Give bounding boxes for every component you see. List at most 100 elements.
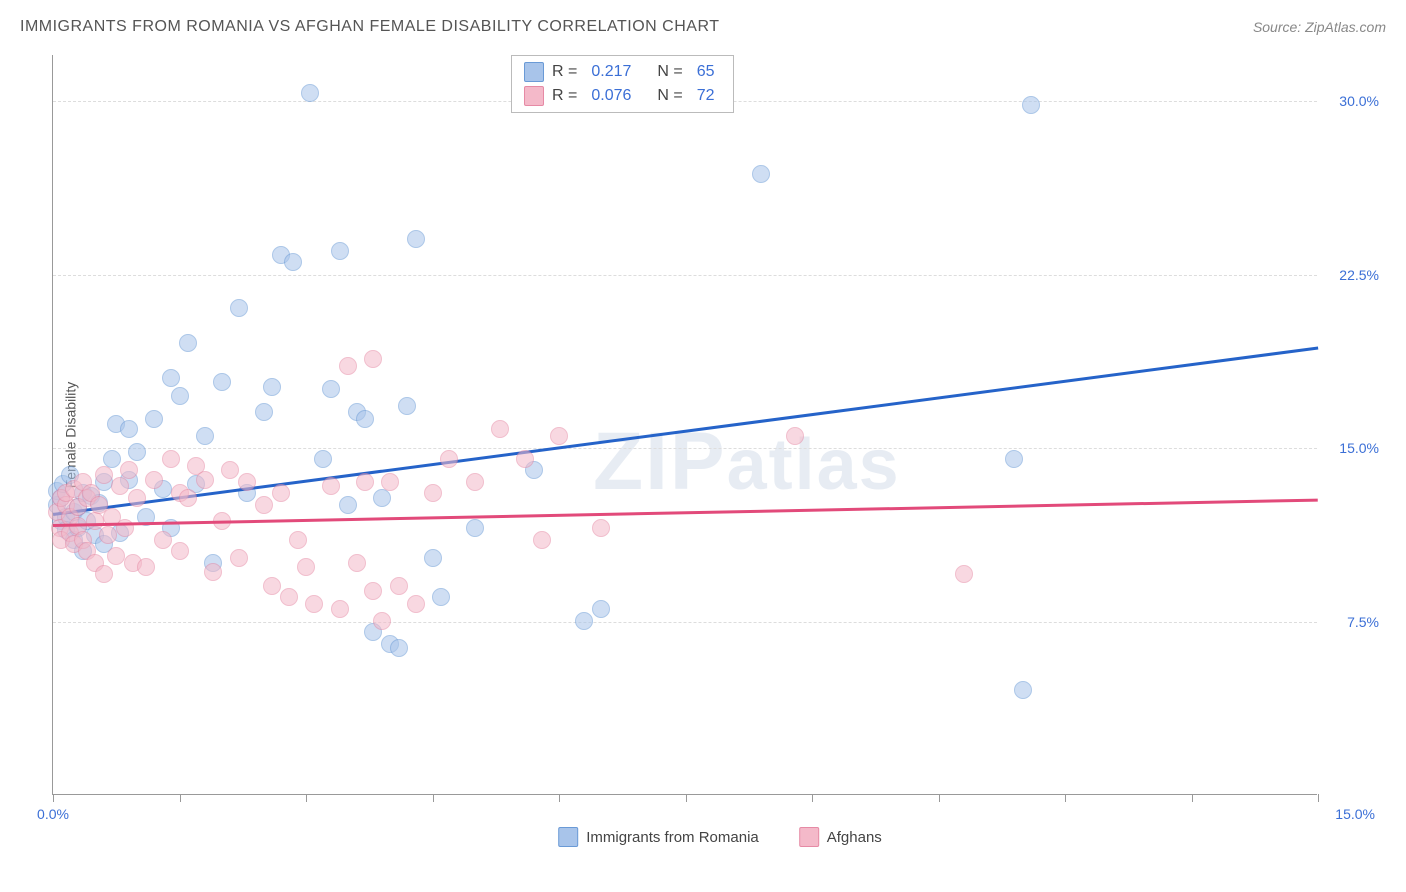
data-point [466,519,484,537]
n-label: N = [657,87,682,105]
data-point [137,558,155,576]
data-point [162,450,180,468]
chart-header: IMMIGRANTS FROM ROMANIA VS AFGHAN FEMALE… [20,18,1386,36]
data-point [128,489,146,507]
data-point [280,588,298,606]
data-point [213,373,231,391]
data-point [491,420,509,438]
stats-legend-row: R =0.076N =72 [524,84,721,108]
chart-title: IMMIGRANTS FROM ROMANIA VS AFGHAN FEMALE… [20,18,719,36]
data-point [128,443,146,461]
gridline-h [53,622,1317,623]
data-point [99,526,117,544]
r-label: R = [552,63,577,81]
data-point [272,484,290,502]
x-tick [1192,794,1193,802]
gridline-h [53,448,1317,449]
data-point [424,549,442,567]
data-point [322,477,340,495]
data-point [533,531,551,549]
data-point [1022,96,1040,114]
data-point [145,410,163,428]
data-point [255,496,273,514]
data-point [314,450,332,468]
data-point [592,519,610,537]
data-point [752,165,770,183]
data-point [154,531,172,549]
data-point [1014,681,1032,699]
data-point [339,357,357,375]
legend-label: Immigrants from Romania [586,829,759,846]
data-point [196,427,214,445]
data-point [297,558,315,576]
data-point [955,565,973,583]
legend-swatch [799,827,819,847]
data-point [322,380,340,398]
data-point [95,466,113,484]
gridline-h [53,275,1317,276]
x-tick [433,794,434,802]
data-point [424,484,442,502]
data-point [204,563,222,581]
data-point [221,461,239,479]
data-point [179,489,197,507]
legend-item: Afghans [799,827,882,847]
legend-swatch [524,86,544,106]
n-label: N = [657,63,682,81]
legend-swatch [558,827,578,847]
stats-legend: R =0.217N =65R =0.076N =72 [511,55,734,113]
data-point [592,600,610,618]
x-tick [939,794,940,802]
source-attribution: Source: ZipAtlas.com [1253,19,1386,35]
x-tick-label: 15.0% [1335,806,1375,822]
bottom-legend: Immigrants from Romania Afghans [558,827,882,847]
data-point [171,542,189,560]
data-point [145,471,163,489]
legend-item: Immigrants from Romania [558,827,759,847]
data-point [373,489,391,507]
data-point [230,549,248,567]
trend-line [53,499,1318,527]
data-point [107,547,125,565]
data-point [398,397,416,415]
y-tick-label: 15.0% [1339,440,1379,456]
legend-swatch [524,62,544,82]
data-point [263,577,281,595]
y-tick-label: 7.5% [1347,614,1379,630]
r-label: R = [552,87,577,105]
data-point [575,612,593,630]
data-point [364,350,382,368]
n-value: 72 [697,87,715,105]
r-value: 0.217 [591,63,631,81]
data-point [356,473,374,491]
stats-legend-row: R = 0.217 N = 65 [524,60,721,84]
data-point [516,450,534,468]
data-point [407,595,425,613]
data-point [364,582,382,600]
data-point [111,477,129,495]
data-point [390,639,408,657]
data-point [1005,450,1023,468]
watermark: ZIPatlas [593,415,901,509]
data-point [390,577,408,595]
x-tick [559,794,560,802]
x-tick [53,794,54,802]
data-point [331,242,349,260]
x-tick-label: 0.0% [37,806,69,822]
data-point [550,427,568,445]
n-value: 65 [697,63,715,81]
data-point [120,420,138,438]
data-point [407,230,425,248]
data-point [301,84,319,102]
data-point [230,299,248,317]
data-point [284,253,302,271]
data-point [305,595,323,613]
chart-container: Female Disability ZIPatlas R =0.217N =65… [52,55,1388,815]
data-point [179,334,197,352]
data-point [339,496,357,514]
data-point [95,565,113,583]
data-point [381,473,399,491]
data-point [171,387,189,405]
data-point [440,450,458,468]
data-point [162,369,180,387]
